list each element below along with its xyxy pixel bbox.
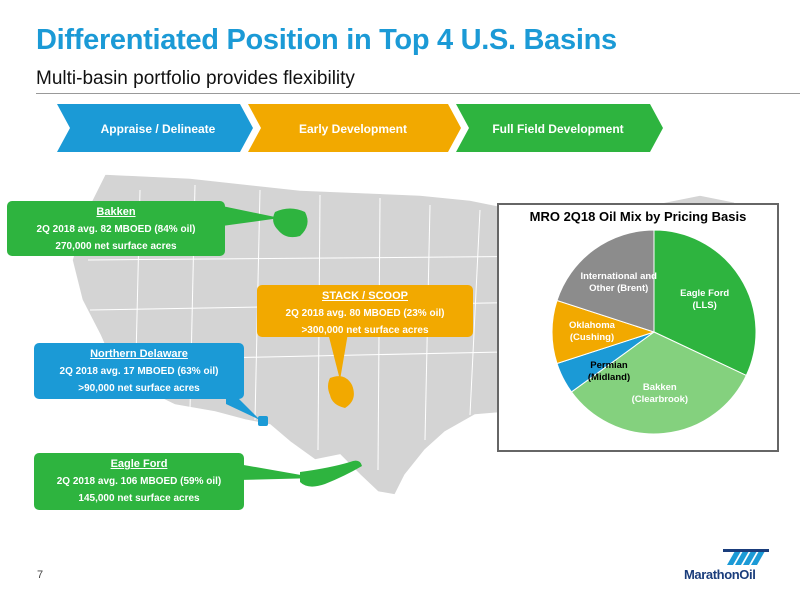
pie-label-bakken-clearbrook: Bakken (Clearbrook) xyxy=(631,381,689,405)
stage-label-appraise: Appraise / Delineate xyxy=(100,122,216,136)
title-divider xyxy=(36,93,800,94)
eagle-ford-name: Eagle Ford xyxy=(110,458,168,470)
bakken-acreage xyxy=(273,208,308,238)
bakken-callout: Bakken 2Q 2018 avg. 82 MBOED (84% oil) 2… xyxy=(7,201,225,256)
bakken-acres: 270,000 net surface acres xyxy=(55,241,177,252)
stack-scoop-acreage xyxy=(328,376,354,408)
pie-svg xyxy=(551,229,757,435)
pie-label-oklahoma-cushing: Oklahoma (Cushing) xyxy=(569,320,615,343)
pie-label-eagle-ford-lls: Eagle Ford (LLS) xyxy=(680,287,730,311)
stack-scoop-acres: >300,000 net surface acres xyxy=(301,325,429,336)
pie-slice-international-and-other-brent xyxy=(556,229,655,333)
stage-label-early: Early Development xyxy=(298,122,408,136)
page-title: Differentiated Position in Top 4 U.S. Ba… xyxy=(36,24,617,56)
pie-slice-bakken-clearbrook xyxy=(570,331,747,435)
eagle-ford-callout: Eagle Ford 2Q 2018 avg. 106 MBOED (59% o… xyxy=(34,453,244,510)
page-number: 7 xyxy=(37,569,44,581)
oil-mix-chart: MRO 2Q18 Oil Mix by Pricing Basis Eagle … xyxy=(497,203,779,452)
eagle-ford-production: 2Q 2018 avg. 106 MBOED (59% oil) xyxy=(56,476,222,487)
stack-scoop-name: STACK / SCOOP xyxy=(322,290,408,302)
bakken-pointer xyxy=(222,206,280,226)
northern-delaware-production: 2Q 2018 avg. 17 MBOED (63% oil) xyxy=(59,366,219,377)
stage-label-full: Full Field Development xyxy=(492,122,624,136)
northern-delaware-acreage xyxy=(258,416,268,426)
pie-label-permian-midland: Permian (Midland) xyxy=(587,360,631,383)
eagle-pointer xyxy=(238,464,318,480)
northern-delaware-acres: >90,000 net surface acres xyxy=(78,383,200,394)
northern-delaware-callout: Northern Delaware 2Q 2018 avg. 17 MBOED … xyxy=(34,343,244,399)
marathon-logo-icon xyxy=(723,549,769,565)
bakken-production: 2Q 2018 avg. 82 MBOED (84% oil) xyxy=(36,224,196,235)
stack-scoop-callout: STACK / SCOOP 2Q 2018 avg. 80 MBOED (23%… xyxy=(257,285,473,337)
pie-label-international-and-other-brent: International and Other (Brent) xyxy=(580,271,657,295)
eagle-ford-acreage xyxy=(300,460,362,487)
eagle-ford-acres: 145,000 net surface acres xyxy=(78,493,200,504)
bakken-name: Bakken xyxy=(96,206,136,218)
marathon-logo-text: MarathonOil xyxy=(684,567,756,582)
pie-slice-eagle-ford-lls xyxy=(653,229,757,377)
stack-scoop-production: 2Q 2018 avg. 80 MBOED (23% oil) xyxy=(285,308,445,319)
northern-delaware-name: Northern Delaware xyxy=(90,348,188,360)
page-subtitle: Multi-basin portfolio provides flexibili… xyxy=(36,68,355,89)
chart-title: MRO 2Q18 Oil Mix by Pricing Basis xyxy=(529,209,747,224)
stack-pointer xyxy=(328,333,348,380)
